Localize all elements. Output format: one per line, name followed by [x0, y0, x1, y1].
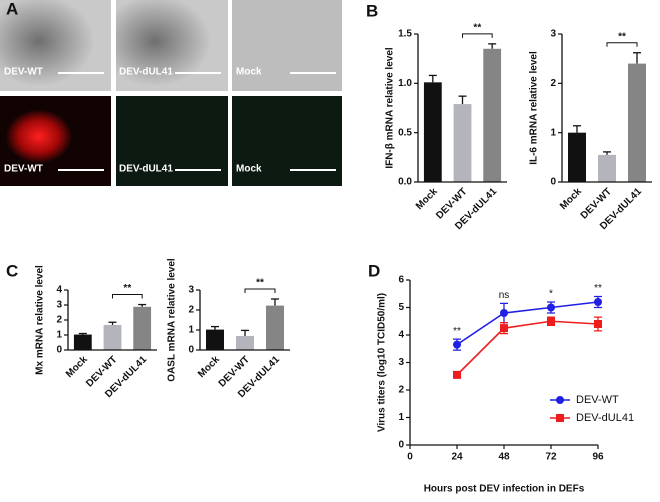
- legend-label: DEV-WT: [576, 394, 619, 406]
- micrograph: [232, 0, 342, 91]
- y-tick-label: 1: [398, 412, 404, 423]
- y-tick-label: 3: [550, 29, 556, 40]
- image-caption: Mock: [236, 67, 262, 78]
- point: [594, 320, 602, 328]
- point: [500, 309, 508, 317]
- y-tick-label: 0: [56, 345, 62, 356]
- point: [500, 324, 508, 333]
- legend-label: DEV-dUL41: [576, 412, 634, 424]
- legend-marker: [556, 414, 564, 422]
- y-axis-label: Virus titers (log10 TCID50/ml): [377, 293, 388, 432]
- bar: [236, 336, 254, 350]
- point: [594, 298, 602, 306]
- series-line: [456, 301, 599, 346]
- bar: [628, 63, 646, 182]
- y-tick-label: 0.5: [398, 127, 412, 138]
- scale-bars: [58, 72, 336, 171]
- annotation: **: [594, 283, 602, 294]
- x-tick-label: 96: [592, 452, 604, 463]
- annotation: ns: [499, 290, 510, 301]
- bar: [453, 104, 472, 182]
- series-line: [456, 320, 599, 376]
- bar: [568, 132, 586, 182]
- image-caption: DEV-dUL41: [119, 164, 173, 175]
- y-axis-label: OASL mRNA relative level: [167, 258, 178, 382]
- annotation: *: [549, 289, 553, 300]
- y-tick-label: 1: [188, 325, 194, 336]
- significance-bracket: [112, 294, 143, 299]
- legend-marker: [556, 396, 564, 404]
- y-tick-label: 1: [56, 330, 62, 341]
- micrograph: [0, 0, 111, 91]
- panel-label: B: [366, 1, 378, 20]
- significance-label: **: [618, 31, 626, 42]
- x-tick-label: Mock: [558, 186, 584, 212]
- bar: [423, 82, 442, 182]
- y-tick-label: 0.0: [398, 177, 412, 188]
- y-tick-label: 1.0: [398, 78, 412, 89]
- point: [547, 303, 555, 312]
- y-tick-label: 3: [188, 285, 194, 296]
- y-tick-label: 5: [398, 302, 404, 313]
- y-tick-label: 0: [550, 177, 556, 188]
- x-axis-label: Hours post DEV infection in DEFs: [424, 484, 585, 495]
- x-tick-label: 48: [498, 452, 510, 463]
- x-tick-label: 72: [545, 452, 557, 463]
- y-tick-label: 0: [398, 440, 404, 451]
- point: [453, 340, 461, 349]
- panel-label: D: [368, 261, 380, 280]
- bar: [73, 334, 92, 350]
- y-tick-label: 1.5: [398, 29, 412, 40]
- bar: [103, 324, 122, 350]
- significance-label: **: [256, 278, 264, 289]
- image-caption: Mock: [236, 164, 262, 175]
- y-tick-label: 3: [56, 300, 62, 311]
- bar: [598, 154, 616, 182]
- image-caption: DEV-WT: [4, 67, 43, 78]
- significance-bracket: [462, 33, 493, 38]
- point: [453, 370, 461, 379]
- y-axis-label: Mx mRNA relative level: [35, 265, 46, 375]
- y-tick-label: 3: [398, 357, 404, 368]
- y-tick-label: 2: [56, 315, 62, 326]
- x-tick-label: Mock: [64, 354, 90, 380]
- image-caption: DEV-WT: [4, 164, 43, 175]
- significance-label: **: [123, 283, 131, 294]
- y-tick-label: 1: [550, 127, 556, 138]
- x-tick-label: 24: [451, 452, 463, 463]
- y-tick-label: 6: [398, 275, 404, 286]
- bar: [206, 329, 224, 350]
- x-tick-label: Mock: [196, 354, 222, 380]
- y-tick-label: 2: [398, 385, 404, 396]
- bar: [266, 305, 284, 350]
- panel-label: A: [6, 0, 18, 18]
- significance-bracket: [244, 288, 276, 293]
- y-tick-label: 2: [550, 78, 556, 89]
- bar: [133, 306, 152, 350]
- bar: [483, 48, 502, 182]
- point: [547, 317, 555, 326]
- micrograph: [116, 0, 228, 91]
- y-tick-label: 4: [398, 330, 404, 341]
- y-tick-label: 0: [188, 345, 194, 356]
- y-axis-label: IL-6 mRNA relative level: [529, 51, 540, 165]
- annotation: **: [453, 326, 461, 337]
- y-axis-label: IFN-β mRNA relative level: [385, 47, 396, 169]
- significance-bracket: [606, 42, 638, 47]
- x-tick-label: Mock: [414, 186, 440, 212]
- x-tick-label: 0: [407, 452, 413, 463]
- image-caption: DEV-dUL41: [119, 67, 173, 78]
- significance-label: **: [473, 23, 481, 34]
- y-tick-label: 2: [188, 305, 194, 316]
- panel-label: C: [6, 261, 18, 280]
- y-tick-label: 4: [56, 285, 62, 296]
